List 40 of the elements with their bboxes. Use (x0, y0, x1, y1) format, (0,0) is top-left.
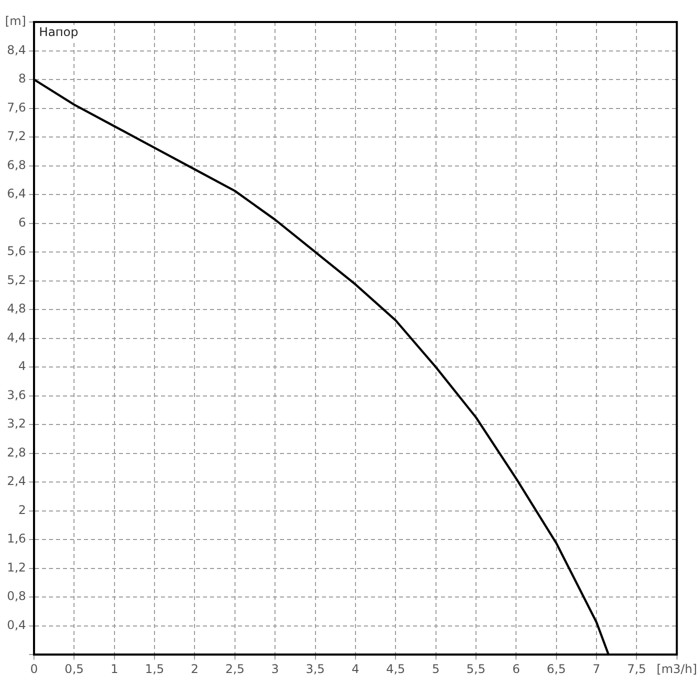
y-tick-label: 4,8 (6, 302, 26, 316)
y-tick-label: 8 (18, 72, 26, 86)
y-tick-label: 1,6 (6, 532, 26, 546)
y-tick-label: 7,2 (6, 129, 26, 144)
y-axis-title: Напор (39, 25, 78, 40)
y-tick-label: 2,8 (6, 445, 26, 460)
x-tick-label: 3 (271, 662, 279, 676)
y-tick-label: 7,6 (6, 100, 26, 114)
y-tick-label: 0,4 (6, 618, 26, 632)
y-tick-label: 6,8 (6, 158, 26, 172)
x-tick-label: 6 (512, 662, 520, 676)
x-tick-label: 1,5 (145, 662, 164, 676)
y-tick-label: 2,4 (6, 474, 26, 488)
x-tick-label: 1 (110, 662, 118, 676)
y-tick-label: 4 (18, 359, 26, 374)
y-tick-label: 2 (18, 502, 26, 517)
x-tick-label: [m3/h] (656, 662, 698, 676)
y-tick-label: [m] (4, 14, 26, 28)
x-tick-label: 5,5 (466, 662, 486, 676)
x-tick-label: 0 (30, 662, 38, 676)
x-tick-label: 0,5 (64, 662, 84, 676)
y-tick-label: 3,6 (6, 388, 26, 402)
y-tick-label: 0,8 (6, 589, 26, 604)
x-tick-label: 4,5 (386, 662, 406, 676)
x-tick-label: 7 (592, 662, 600, 676)
x-tick-label: 7,5 (627, 662, 646, 676)
y-tick-label: 5,2 (6, 272, 26, 287)
x-tick-label: 5 (432, 662, 440, 676)
x-tick-label: 4 (352, 662, 360, 676)
y-tick-label: 1,2 (6, 560, 26, 574)
y-tick-label: 8,4 (6, 42, 26, 57)
x-tick-label: 2,5 (225, 662, 244, 676)
y-tick-label: 4,4 (6, 330, 26, 344)
x-tick-label: 2 (190, 662, 199, 676)
y-tick-label: 3,2 (6, 416, 26, 431)
y-tick-label: 6,4 (6, 186, 26, 201)
y-tick-label: 5,6 (6, 244, 26, 258)
x-tick-label: 6,5 (546, 662, 566, 676)
y-tick-label: 6 (18, 215, 26, 230)
x-tick-label: 3,5 (306, 662, 325, 676)
